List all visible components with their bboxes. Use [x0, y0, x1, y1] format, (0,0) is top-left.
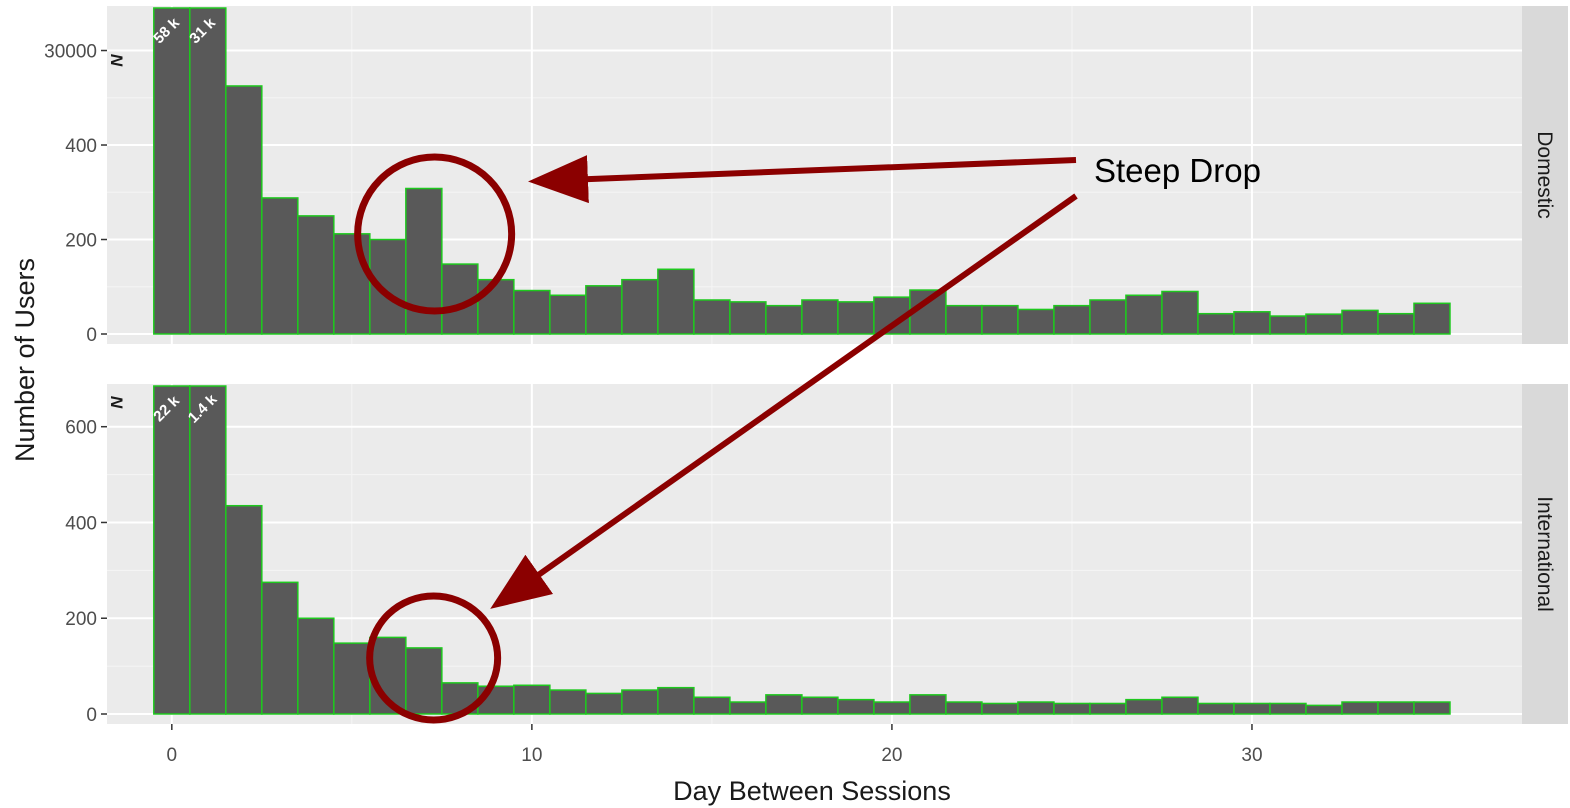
- bar: [945, 701, 983, 715]
- bar: [405, 647, 443, 715]
- bar: [1053, 304, 1091, 335]
- bar: [1269, 315, 1307, 335]
- bar: [333, 233, 371, 335]
- facet-strip-label: Domestic: [1533, 131, 1556, 219]
- bar: [1269, 702, 1307, 715]
- bar: [225, 85, 263, 335]
- bar: [693, 299, 731, 335]
- y-tick-label: 600: [65, 418, 97, 439]
- bar: [1089, 299, 1127, 335]
- annotation-arrow: [490, 193, 1078, 609]
- bar: [657, 268, 695, 335]
- y-tick-label: 400: [65, 136, 97, 157]
- bar: [1233, 311, 1271, 335]
- annotation-arrow: [528, 155, 1077, 204]
- bar: [873, 701, 911, 715]
- bar: [1125, 698, 1163, 715]
- facet-strip-label: International: [1533, 496, 1556, 612]
- facet-strip: [1522, 384, 1568, 724]
- facet-strip: [1522, 6, 1568, 344]
- bar: [981, 702, 1019, 715]
- bar: [189, 7, 227, 335]
- bar: [549, 689, 587, 715]
- bar: [1233, 702, 1271, 715]
- bar: [549, 294, 587, 335]
- bar: [945, 304, 983, 335]
- bar: [297, 617, 335, 715]
- bar: [729, 701, 767, 715]
- x-tick-label: 0: [167, 745, 178, 766]
- bar: [513, 289, 551, 335]
- bar: [297, 215, 335, 335]
- bar: [189, 385, 227, 715]
- bar: [153, 385, 191, 715]
- bar: [153, 7, 191, 335]
- bar: [1305, 313, 1343, 335]
- bar: [1341, 701, 1379, 715]
- y-tick-label: 200: [65, 609, 97, 630]
- y-tick-label: 400: [65, 513, 97, 534]
- bar: [261, 581, 299, 715]
- bar: [1197, 312, 1235, 335]
- bar: [765, 304, 803, 335]
- y-tick-label: 30000: [44, 42, 97, 63]
- bar: [477, 278, 515, 335]
- y-tick-label: 200: [65, 231, 97, 252]
- y-axis-title: Number of Users: [10, 258, 40, 462]
- y-tick-label: 0: [86, 325, 97, 346]
- bar: [585, 285, 623, 335]
- bar: [621, 278, 659, 335]
- bar: [1197, 702, 1235, 715]
- bar: [1017, 701, 1055, 715]
- bar: [837, 301, 875, 335]
- bar: [981, 304, 1019, 335]
- bar: [513, 684, 551, 715]
- bar: [585, 692, 623, 715]
- bar: [1017, 308, 1055, 335]
- bar: [1053, 702, 1091, 715]
- bar: [657, 686, 695, 715]
- bar: [261, 197, 299, 335]
- bar: [1341, 309, 1379, 335]
- annotation-label: Steep Drop: [1094, 152, 1261, 189]
- bar: [765, 694, 803, 715]
- axis-break-mark: N: [107, 54, 126, 67]
- bar: [837, 698, 875, 715]
- highlight-circle: [366, 592, 502, 724]
- bar: [621, 689, 659, 715]
- bar: [729, 301, 767, 335]
- bar: [801, 299, 839, 335]
- bar: [909, 694, 947, 715]
- bar: [1161, 696, 1199, 715]
- highlight-circle: [354, 153, 516, 315]
- bar: [225, 504, 263, 715]
- axis-break-mark: N: [107, 396, 126, 409]
- x-tick-label: 10: [521, 745, 542, 766]
- bar: [1377, 701, 1415, 715]
- bar: [1377, 312, 1415, 335]
- x-axis-title: Day Between Sessions: [673, 776, 951, 806]
- bar: [801, 696, 839, 715]
- bar: [1413, 701, 1451, 715]
- x-axis: 0 10 20 30: [167, 724, 1263, 766]
- bar: [1125, 294, 1163, 335]
- bar: [693, 696, 731, 715]
- bar: [1305, 704, 1343, 715]
- bar: [1089, 702, 1127, 715]
- bar: [1413, 302, 1451, 335]
- bar: [333, 642, 371, 715]
- annotation-layer: Steep Drop: [354, 152, 1261, 724]
- x-tick-label: 30: [1241, 745, 1262, 766]
- x-tick-label: 20: [881, 745, 902, 766]
- y-tick-label: 0: [86, 705, 97, 726]
- bar: [1161, 290, 1199, 335]
